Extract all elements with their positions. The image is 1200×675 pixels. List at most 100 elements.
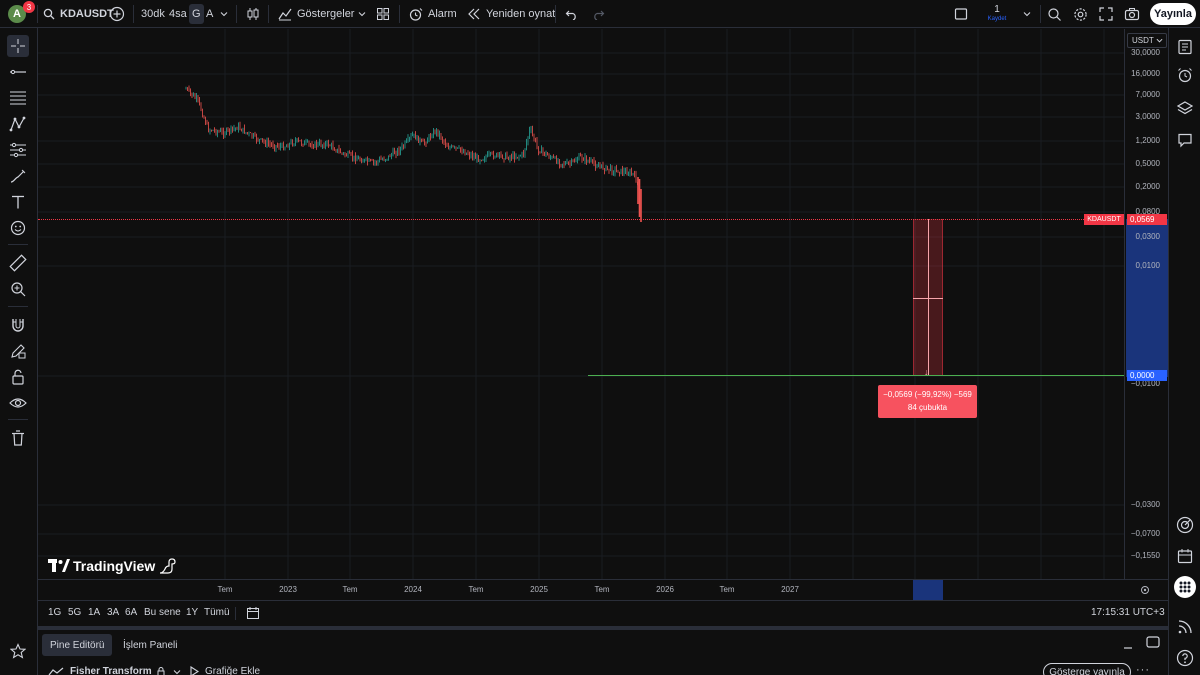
chart-type-button[interactable] bbox=[245, 0, 261, 28]
alarm-button[interactable]: Alarm bbox=[408, 0, 457, 28]
time-tick-label: Tem bbox=[342, 585, 358, 594]
interval-dropdown[interactable] bbox=[220, 0, 228, 28]
snapshot-button[interactable] bbox=[1124, 0, 1140, 28]
target-price-line[interactable] bbox=[588, 375, 1124, 376]
bottom-panel: Pine Editörü İşlem Paneli Fisher Transfo… bbox=[38, 626, 1168, 675]
zoom-tool[interactable] bbox=[7, 278, 29, 300]
range-button[interactable]: 1A bbox=[88, 607, 101, 618]
script-name[interactable]: Fisher Transform bbox=[70, 666, 152, 675]
tab-trading-panel[interactable]: İşlem Paneli bbox=[123, 639, 178, 651]
interval-1d-label[interactable]: G bbox=[189, 4, 204, 24]
hide-drawings-tool[interactable] bbox=[7, 392, 29, 414]
symbol-search[interactable]: KDAUSDT bbox=[43, 0, 114, 28]
measure-tooltip-bars: 84 çubukta bbox=[907, 403, 948, 412]
tab-pine-editor[interactable]: Pine Editörü bbox=[42, 634, 113, 656]
undo-button[interactable] bbox=[565, 0, 578, 28]
minimize-icon[interactable] bbox=[1123, 640, 1133, 650]
chevron-down-icon bbox=[220, 12, 228, 17]
range-button[interactable]: 6A bbox=[125, 607, 138, 618]
range-button[interactable]: Bu sene bbox=[144, 607, 181, 618]
axis-settings-icon[interactable] bbox=[1140, 585, 1150, 595]
add-to-chart-button[interactable]: Grafiğe Ekle bbox=[190, 666, 260, 675]
products-button[interactable] bbox=[1174, 576, 1196, 598]
remove-drawings-tool[interactable] bbox=[7, 427, 29, 449]
crosshair-icon bbox=[11, 39, 25, 53]
search-icon bbox=[43, 8, 55, 20]
tradingview-logo[interactable]: TradingView bbox=[48, 556, 177, 576]
text-tool[interactable] bbox=[7, 191, 29, 213]
more-options-icon[interactable]: ··· bbox=[1136, 664, 1150, 675]
layouts-button[interactable] bbox=[376, 0, 390, 28]
publish-button[interactable]: Yayınla bbox=[1150, 3, 1196, 25]
fullscreen-button[interactable] bbox=[1099, 0, 1113, 28]
timezone-clock[interactable]: 17:15:31 UTC+3 bbox=[1091, 607, 1165, 618]
lock-drawings-tool[interactable] bbox=[7, 366, 29, 388]
range-button[interactable]: Tümü bbox=[204, 607, 230, 618]
price-tick-label: 1,2000 bbox=[1135, 136, 1160, 145]
emoji-tool[interactable] bbox=[7, 217, 29, 239]
interval-1m[interactable]: A bbox=[206, 8, 214, 20]
compare-button[interactable] bbox=[109, 0, 125, 28]
help-button[interactable] bbox=[1174, 647, 1196, 669]
layout-count[interactable]: 1 bbox=[994, 4, 1000, 15]
trend-line-tool[interactable] bbox=[7, 61, 29, 83]
publish-indicator-button[interactable]: Gösterge yayınla bbox=[1043, 663, 1131, 675]
save-layout-button[interactable]: 1 Kaydet bbox=[980, 0, 1014, 28]
script-selector[interactable]: Fisher Transform bbox=[48, 666, 181, 675]
indicators-label[interactable]: Göstergeler bbox=[297, 8, 355, 20]
indicators-dropdown[interactable] bbox=[358, 0, 366, 28]
range-button[interactable]: 1G bbox=[48, 607, 62, 618]
currency-selector[interactable]: USDT bbox=[1127, 33, 1167, 48]
symbol-name[interactable]: KDAUSDT bbox=[60, 8, 114, 20]
maximize-icon[interactable] bbox=[1146, 636, 1160, 648]
redo-button[interactable] bbox=[592, 0, 605, 28]
layout-dropdown[interactable] bbox=[1023, 0, 1031, 28]
alerts-button[interactable] bbox=[1174, 64, 1196, 86]
object-tree-button[interactable] bbox=[1174, 97, 1196, 119]
favorites-tool[interactable] bbox=[7, 640, 29, 662]
notification-badge: 3 bbox=[23, 1, 35, 13]
fullscreen-layout-button[interactable] bbox=[954, 0, 968, 28]
time-axis[interactable]: Tem 2023 Tem 2024 Tem 2025 Tem 2026 Tem 2027 bbox=[38, 579, 1168, 600]
keep-drawing-tool[interactable] bbox=[7, 340, 29, 362]
interval-1d[interactable]: G bbox=[189, 0, 204, 28]
star-icon bbox=[10, 643, 26, 659]
currency-label[interactable]: USDT bbox=[1132, 36, 1154, 45]
range-button[interactable]: 5G bbox=[68, 607, 82, 618]
save-label[interactable]: Kaydet bbox=[987, 16, 1007, 22]
interval-4h[interactable]: 4sa bbox=[169, 8, 187, 20]
user-menu[interactable]: A bbox=[8, 0, 26, 28]
crosshair-tool[interactable] bbox=[7, 35, 29, 57]
time-range-highlight bbox=[913, 580, 943, 600]
alarm-label[interactable]: Alarm bbox=[428, 8, 457, 20]
dino-icon bbox=[160, 558, 176, 574]
brush-tool[interactable] bbox=[7, 165, 29, 187]
range-button[interactable]: 3A bbox=[107, 607, 120, 618]
eye-icon bbox=[9, 398, 27, 408]
chart-pane[interactable] bbox=[38, 29, 1124, 579]
chats-button[interactable] bbox=[1174, 129, 1196, 151]
measure-tool[interactable] bbox=[7, 252, 29, 274]
indicators-button[interactable]: Göstergeler bbox=[277, 0, 354, 28]
avatar[interactable]: A bbox=[8, 5, 26, 23]
calendar-button[interactable] bbox=[1174, 545, 1196, 567]
replay-label[interactable]: Yeniden oynat bbox=[486, 8, 556, 20]
streams-button[interactable] bbox=[1174, 616, 1196, 638]
drawing-toolbar bbox=[0, 28, 38, 675]
forecast-tool[interactable] bbox=[7, 139, 29, 161]
price-chart[interactable] bbox=[38, 29, 1124, 579]
quick-search-button[interactable] bbox=[1047, 0, 1062, 28]
go-to-date-icon[interactable] bbox=[246, 606, 260, 620]
price-scale[interactable]: USDT 30,0000 16,0000 7,0000 3,0000 1,2000 0,5… bbox=[1124, 29, 1169, 579]
watchlist-button[interactable] bbox=[1174, 36, 1196, 58]
pattern-tool[interactable] bbox=[7, 113, 29, 135]
fib-tool[interactable] bbox=[7, 87, 29, 109]
settings-button[interactable] bbox=[1073, 0, 1088, 28]
add-to-chart-label[interactable]: Grafiğe Ekle bbox=[205, 666, 261, 675]
hotlists-button[interactable] bbox=[1174, 514, 1196, 536]
logo-text: TradingView bbox=[73, 558, 156, 574]
interval-30m[interactable]: 30dk bbox=[141, 8, 165, 20]
magnet-tool[interactable] bbox=[7, 314, 29, 336]
range-button[interactable]: 1Y bbox=[186, 607, 199, 618]
replay-button[interactable]: Yeniden oynat bbox=[467, 0, 555, 28]
